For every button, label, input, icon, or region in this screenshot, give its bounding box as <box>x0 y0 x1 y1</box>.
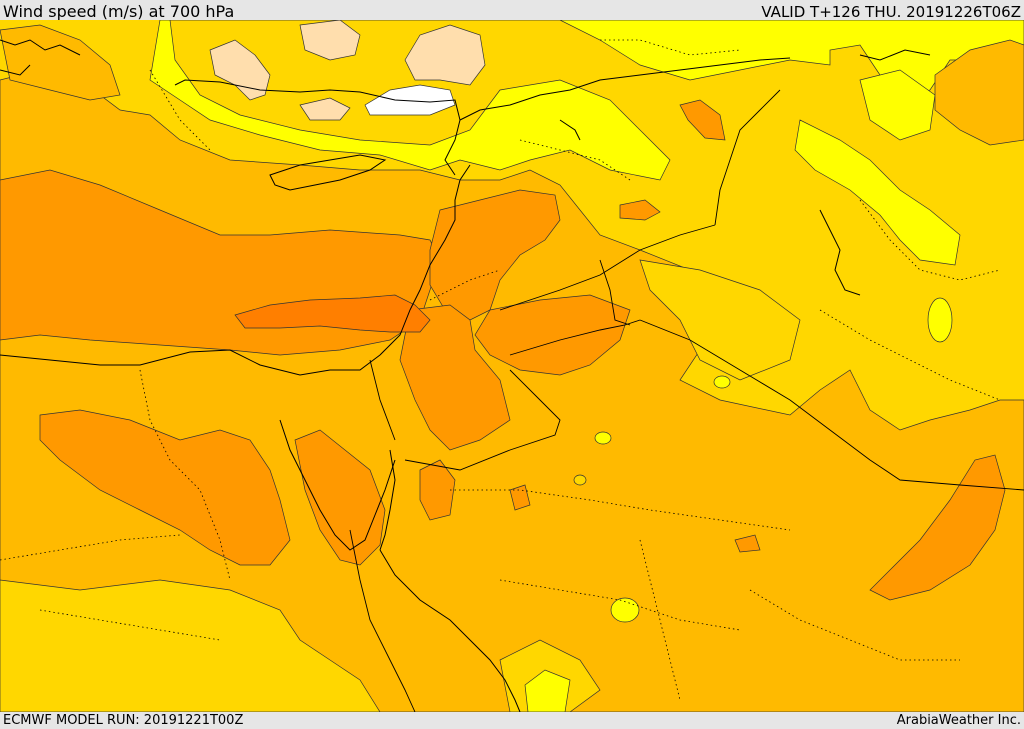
orange-band-jordan <box>399 304 511 451</box>
orange-band-iraq <box>474 294 631 376</box>
orange-band-sinai <box>294 429 386 566</box>
wind-speed-map[interactable] <box>0 20 1024 712</box>
yellow-band-arabia <box>639 259 801 381</box>
orange-band-small-4 <box>734 534 761 553</box>
admin-borders <box>0 39 1001 701</box>
model-run-label: ECMWF MODEL RUN: 20191221T00Z <box>3 713 244 728</box>
darkorange-band-core <box>234 294 431 333</box>
orange-band-small-5 <box>509 484 531 511</box>
borders <box>349 89 1024 712</box>
header-bar: Wind speed (m/s) at 700 hPa VALID T+126 … <box>0 0 1024 21</box>
island-yellow-1 <box>927 297 953 343</box>
peach-band-4 <box>299 97 351 121</box>
footer-bar: ECMWF MODEL RUN: 20191221T00Z ArabiaWeat… <box>0 712 1024 729</box>
peach-band-3 <box>404 24 486 86</box>
orange-band-small-2 <box>619 199 661 221</box>
orange-band-levant <box>429 189 561 321</box>
lightyellow-band-south <box>524 669 571 712</box>
gold-band-northwest <box>0 24 121 101</box>
orange-band-small-1 <box>419 459 456 521</box>
white-band <box>364 84 456 116</box>
valid-time-label: VALID T+126 THU. 20191226T06Z <box>761 3 1021 21</box>
yellow-band-east <box>859 69 936 141</box>
yellow-band-south <box>0 579 381 712</box>
island-yellow-2 <box>713 375 731 389</box>
island-yellow-4 <box>610 597 640 623</box>
map-title: Wind speed (m/s) at 700 hPa <box>3 2 235 21</box>
coastlines <box>0 39 931 712</box>
orange-band-small-3 <box>679 99 726 141</box>
map-canvas <box>0 20 1024 712</box>
peach-band-1 <box>209 39 271 101</box>
orange-band-egypt <box>39 409 291 566</box>
island-yellow-5 <box>573 474 587 486</box>
island-yellow-3 <box>594 431 612 445</box>
gold-band-northeast <box>934 39 1024 146</box>
provider-label: ArabiaWeather Inc. <box>896 713 1021 728</box>
orange-band-gulf <box>869 454 1006 601</box>
peach-band-2 <box>299 20 361 61</box>
yellow-band-caspian <box>794 119 961 266</box>
